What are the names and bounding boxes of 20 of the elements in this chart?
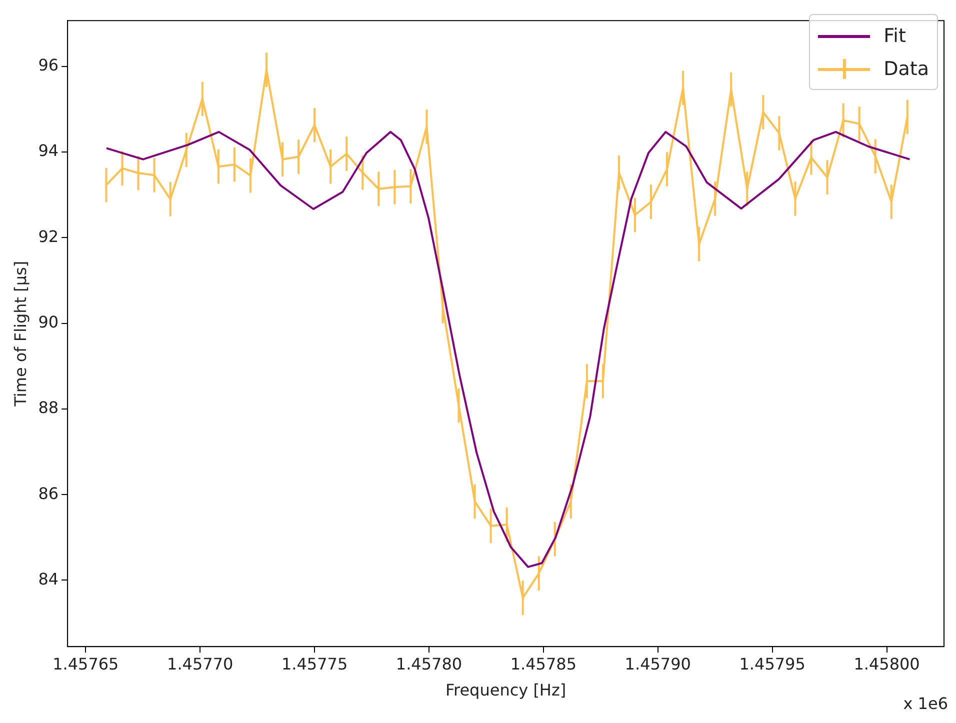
y-axis-title: Time of Flight [μs] <box>10 260 30 408</box>
x-tick-label: 1.45785 <box>510 654 577 674</box>
y-tick-label: 88 <box>38 398 59 418</box>
x-tick-label: 1.45775 <box>281 654 348 674</box>
x-tick-label: 1.45790 <box>624 654 691 674</box>
y-tick-label: 94 <box>38 141 59 160</box>
x-tick-label: 1.45795 <box>739 654 806 674</box>
y-tick-label: 86 <box>38 484 59 503</box>
y-tick-label: 90 <box>38 312 59 332</box>
x-tick-label: 1.45765 <box>52 654 119 674</box>
legend-label: Data <box>884 58 929 80</box>
y-tick-label: 92 <box>38 226 59 246</box>
x-tick-label: 1.45780 <box>396 654 462 674</box>
x-tick-label: 1.45800 <box>854 654 920 674</box>
y-tick-label: 84 <box>38 569 59 588</box>
text: x 1e6 <box>903 694 948 713</box>
y-tick-label: 96 <box>38 56 59 75</box>
x-axis-title: Frequency [Hz] <box>445 680 566 700</box>
x-tick-label: 1.45770 <box>167 654 234 674</box>
legend-label: Fit <box>884 24 906 46</box>
